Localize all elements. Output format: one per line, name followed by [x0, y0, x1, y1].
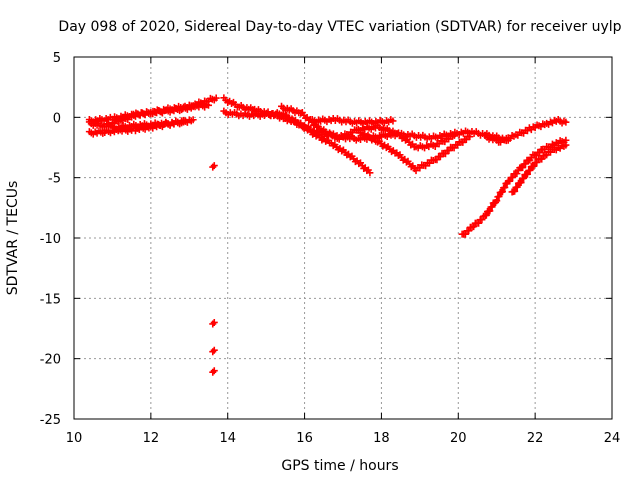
- y-tick-label: -20: [40, 353, 61, 368]
- series-isolated-points: [209, 162, 218, 376]
- y-tick-label: -25: [40, 413, 61, 428]
- data-point: [520, 174, 528, 182]
- y-tick-label: -15: [40, 292, 61, 307]
- data-point: [209, 163, 217, 171]
- data-points: [85, 94, 570, 376]
- chart-title: Day 098 of 2020, Sidereal Day-to-day VTE…: [58, 19, 621, 35]
- y-tick-label: -10: [40, 232, 61, 247]
- data-point: [181, 117, 189, 125]
- data-point: [522, 160, 530, 168]
- data-point: [495, 192, 503, 200]
- y-tick-label: -5: [48, 172, 61, 187]
- data-point: [210, 367, 218, 375]
- data-point: [366, 169, 374, 177]
- data-point: [562, 141, 570, 149]
- data-point: [562, 118, 570, 126]
- plot-frame: [73, 56, 613, 420]
- series-track-d: [108, 117, 189, 133]
- data-point: [210, 318, 218, 326]
- data-point: [482, 211, 490, 219]
- data-point: [209, 348, 217, 356]
- x-tick-label: 18: [373, 431, 390, 446]
- data-point: [450, 131, 458, 139]
- data-point: [509, 173, 517, 181]
- x-axis-label: GPS time / hours: [281, 458, 398, 474]
- x-tick-label: 20: [450, 431, 467, 446]
- y-tick-label: 0: [53, 111, 61, 126]
- data-point: [486, 207, 494, 215]
- series-track-f: [220, 107, 512, 144]
- data-point: [513, 170, 521, 178]
- data-point: [493, 197, 501, 205]
- series-track-l: [481, 116, 570, 146]
- x-tick-label: 10: [66, 431, 83, 446]
- y-axis-label: SDTVAR / TECUs: [5, 181, 21, 296]
- series-track-k: [508, 141, 570, 196]
- series-track-j: [458, 136, 570, 238]
- data-point: [212, 94, 220, 102]
- data-point: [513, 183, 521, 191]
- ticks: 10 12 14 16 18 20 22 24 -25 -20 -15 -10 -5 0 5: [40, 51, 621, 446]
- x-tick-label: 24: [604, 431, 621, 446]
- series-track-c: [85, 94, 220, 126]
- data-point: [526, 166, 534, 174]
- y-tick-label: 5: [53, 51, 61, 66]
- data-point: [209, 320, 217, 328]
- data-point: [189, 116, 197, 124]
- data-point: [511, 187, 519, 195]
- data-point: [501, 183, 509, 191]
- data-point: [506, 177, 514, 185]
- data-point: [466, 133, 474, 141]
- data-point: [517, 179, 525, 187]
- series-track-i: [354, 126, 474, 175]
- data-point: [519, 164, 527, 172]
- data-point: [210, 346, 218, 354]
- x-tick-label: 12: [143, 431, 160, 446]
- data-point: [530, 162, 538, 170]
- data-point: [389, 117, 397, 125]
- series-track-h: [308, 114, 397, 128]
- data-point: [488, 203, 496, 211]
- data-point: [498, 188, 506, 196]
- x-tick-label: 14: [219, 431, 236, 446]
- data-point: [209, 368, 217, 376]
- data-point: [210, 162, 218, 170]
- x-tick-label: 16: [296, 431, 313, 446]
- series-track-g: [278, 102, 458, 152]
- data-point: [523, 170, 531, 178]
- x-tick-label: 22: [527, 431, 544, 446]
